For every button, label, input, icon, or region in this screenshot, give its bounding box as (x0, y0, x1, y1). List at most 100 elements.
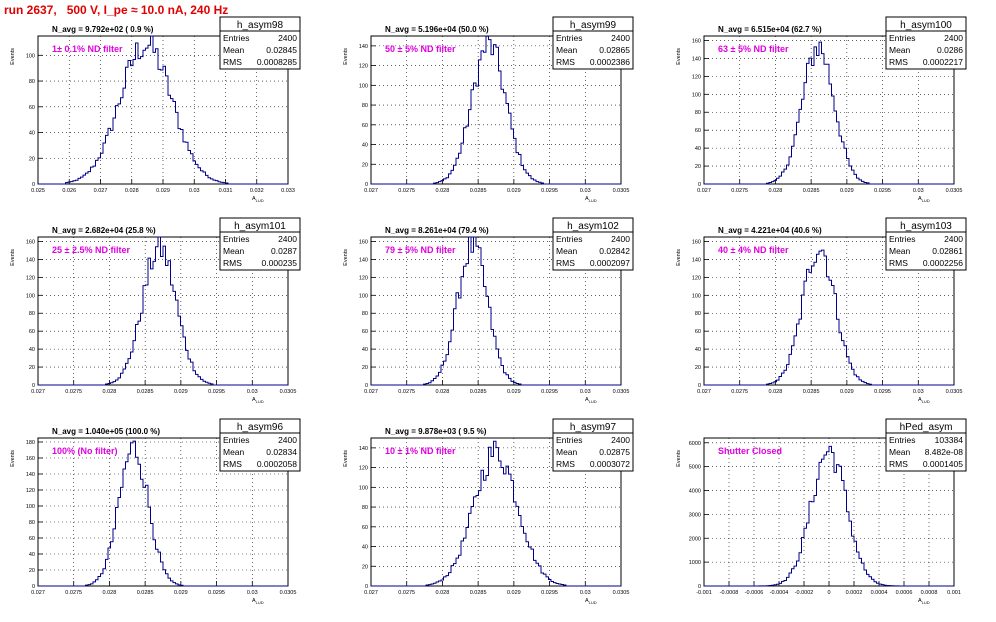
x-axis-label: ALUD (585, 397, 597, 404)
x-tick-label: 0.0305 (613, 590, 630, 596)
x-tick-label: 0.028 (769, 389, 783, 395)
stats-label-entries: Entries (223, 435, 249, 445)
stats-label-mean: Mean (223, 45, 245, 55)
stats-label-mean: Mean (556, 447, 578, 457)
stats-value-mean: 0.0287 (271, 246, 297, 256)
stats-value-rms: 0.0002217 (923, 57, 963, 67)
y-axis-label: Events (343, 249, 349, 266)
histogram-panel-h_asym96: 0.027 0.0275 0.028 0.0285 0.029 0.0295 0.03 0.0… (10, 418, 301, 605)
stats-value-mean: 0.02865 (599, 45, 630, 55)
stats-value-rms: 0.0008285 (257, 57, 297, 67)
y-tick-label: 0 (32, 584, 35, 590)
navg-label: N_avg = 9.878e+03 ( 9.5 %) (385, 427, 487, 436)
navg-label: N_avg = 5.196e+04 (50.0 %) (385, 25, 489, 34)
x-tick-label: 0.029 (174, 590, 188, 596)
stats-label-rms: RMS (556, 459, 575, 469)
stats-label-rms: RMS (223, 258, 242, 268)
x-tick-label: 0.0295 (874, 389, 891, 395)
x-tick-label: 0.028 (436, 188, 450, 194)
navg-label: N_avg = 9.792e+02 ( 0.9 %) (52, 25, 154, 34)
x-tick-label: 0.03 (247, 389, 258, 395)
x-tick-label: 0.03 (247, 590, 258, 596)
y-axis-label: Events (676, 48, 682, 65)
x-tick-label: 0.0295 (541, 389, 558, 395)
y-tick-label: 40 (362, 143, 368, 149)
histogram-series (38, 35, 288, 185)
y-tick-label: 160 (692, 239, 701, 245)
y-tick-label: 100 (692, 293, 701, 299)
x-tick-label: 0.029 (507, 188, 521, 194)
histogram-series (38, 236, 288, 386)
y-tick-label: 3000 (689, 512, 701, 518)
stats-label-rms: RMS (556, 57, 575, 67)
y-tick-label: 20 (362, 162, 368, 168)
x-tick-label: 0.0008 (921, 590, 938, 596)
histogram-title: hPed_asym (900, 422, 953, 433)
stats-value-entries: 2400 (944, 234, 963, 244)
x-tick-label: 0.032 (250, 188, 264, 194)
x-tick-label: 0.028 (103, 590, 117, 596)
histogram-series (371, 236, 621, 386)
filter-annotation: 50 ± 5% ND filter (385, 44, 456, 54)
y-tick-label: 120 (26, 488, 35, 494)
stats-label-mean: Mean (889, 447, 911, 457)
histogram-series (704, 41, 954, 185)
x-axis-label: ALUD (918, 397, 930, 404)
x-tick-label: 0.0285 (137, 590, 154, 596)
x-tick-label: 0.03 (580, 590, 591, 596)
x-axis-label: ALUD (918, 196, 930, 203)
histogram-panel-hPed_asym: -0.001 -0.0008 -0.0006 -0.0004 -0.0002 0 0.000… (676, 418, 967, 605)
stats-value-mean: 0.0286 (937, 45, 963, 55)
x-tick-label: 0.0295 (541, 188, 558, 194)
stats-box (552, 16, 634, 70)
filter-annotation: 10 ± 1% ND filter (385, 446, 456, 456)
y-tick-label: 100 (359, 485, 368, 491)
y-tick-label: 0 (698, 383, 701, 389)
x-tick-label: 0.029 (156, 188, 170, 194)
x-tick-label: 0.0275 (731, 389, 748, 395)
stats-box (219, 217, 301, 271)
y-tick-label: 2000 (689, 536, 701, 542)
x-tick-label: 0.03 (913, 188, 924, 194)
stats-label-mean: Mean (223, 246, 245, 256)
x-tick-label: 0.0285 (803, 389, 820, 395)
x-tick-label: 0.027 (364, 188, 378, 194)
y-tick-label: 100 (26, 293, 35, 299)
x-tick-label: 0.0295 (208, 389, 225, 395)
x-tick-label: 0.0285 (470, 188, 487, 194)
histogram-panel-h_asym97: 0.027 0.0275 0.028 0.0285 0.029 0.0295 0.03 0.0… (343, 418, 634, 605)
histogram-panel-h_asym99: 0.027 0.0275 0.028 0.0285 0.029 0.0295 0.03 0.0… (343, 16, 634, 203)
x-axis-label: ALUD (585, 196, 597, 203)
x-tick-label: 0.027 (364, 389, 378, 395)
histogram-panel-h_asym100: 0.027 0.0275 0.028 0.0285 0.029 0.0295 0.03 0.0… (676, 16, 967, 203)
y-tick-label: 5000 (689, 465, 701, 471)
y-tick-label: 160 (359, 239, 368, 245)
y-tick-label: 20 (29, 156, 35, 162)
y-tick-label: 100 (359, 293, 368, 299)
y-tick-label: 1000 (689, 560, 701, 566)
stats-label-entries: Entries (556, 234, 582, 244)
stats-label-mean: Mean (223, 447, 245, 457)
x-tick-label: 0.0305 (613, 188, 630, 194)
x-tick-label: 0.0275 (65, 590, 82, 596)
stats-value-rms: 0.000235 (262, 258, 298, 268)
stats-box (552, 217, 634, 271)
histogram-panel-h_asym101: 0.027 0.0275 0.028 0.0285 0.029 0.0295 0.03 0.0… (10, 217, 301, 404)
y-tick-label: 120 (359, 466, 368, 472)
x-tick-label: 0.0305 (946, 389, 963, 395)
x-tick-label: 0.029 (174, 389, 188, 395)
x-tick-label: 0.0295 (541, 590, 558, 596)
y-tick-label: 120 (359, 275, 368, 281)
y-tick-label: 40 (362, 347, 368, 353)
histogram-title: h_asym103 (900, 221, 952, 232)
x-tick-label: 0.031 (219, 188, 233, 194)
x-tick-label: 0.03 (580, 389, 591, 395)
stats-value-mean: 8.482e-08 (925, 447, 964, 457)
y-tick-label: 40 (29, 131, 35, 137)
x-tick-label: 0.029 (507, 590, 521, 596)
stats-label-rms: RMS (889, 57, 908, 67)
stats-value-rms: 0.0002058 (257, 459, 297, 469)
filter-annotation: 25 ± 2.5% ND filter (52, 245, 130, 255)
y-tick-label: 80 (695, 311, 701, 317)
x-tick-label: 0.029 (840, 389, 854, 395)
